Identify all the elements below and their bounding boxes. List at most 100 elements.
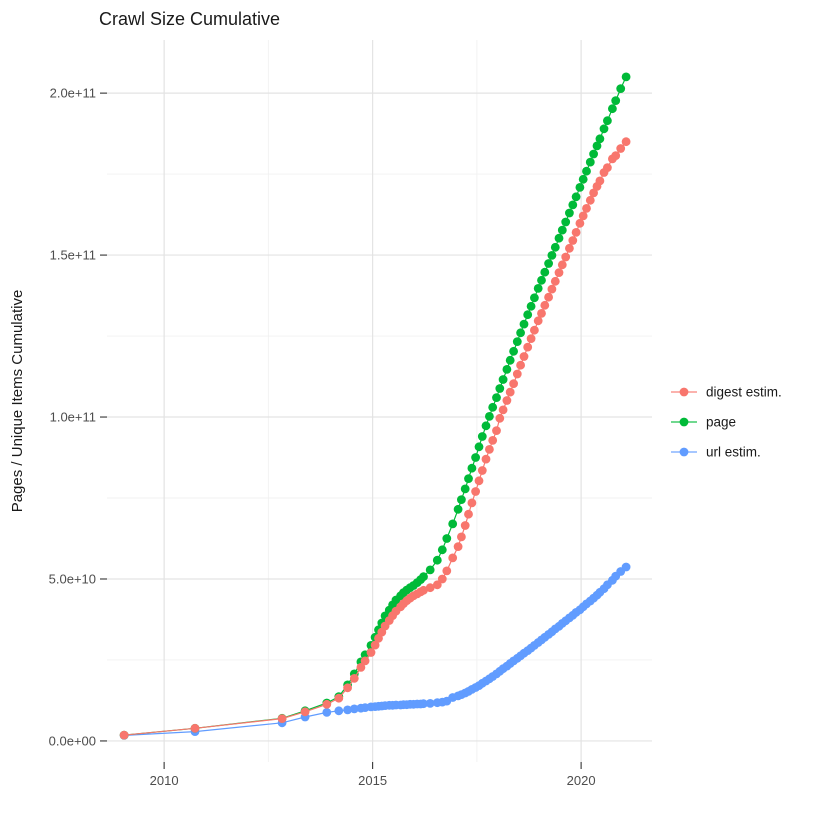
y-axis-title: Pages / Unique Items Cumulative: [9, 290, 26, 513]
data-point: [419, 572, 428, 582]
data-point: [516, 360, 525, 370]
data-point: [488, 436, 498, 445]
data-point: [460, 521, 470, 530]
data-point: [442, 566, 452, 576]
data-point: [425, 565, 435, 575]
data-point: [119, 730, 129, 740]
data-point: [334, 706, 344, 716]
data-point: [561, 217, 571, 227]
data-point: [502, 396, 512, 405]
data-point: [589, 188, 598, 198]
data-point: [322, 708, 332, 717]
data-point: [509, 379, 518, 389]
data-point: [557, 225, 567, 235]
data-point: [448, 519, 458, 529]
data-point: [592, 141, 602, 151]
data-point: [533, 284, 543, 293]
series-digest-estim: [119, 137, 631, 740]
y-tick-label: 5.0e+10: [49, 571, 96, 586]
y-tick-label: 1.5e+11: [50, 248, 96, 263]
data-point: [523, 310, 533, 320]
data-point: [322, 699, 332, 709]
data-point: [571, 192, 581, 202]
data-point: [442, 534, 452, 543]
data-point: [540, 267, 550, 277]
data-point: [616, 84, 626, 93]
data-point: [578, 211, 588, 221]
data-point: [621, 137, 631, 147]
data-point: [481, 421, 491, 431]
series-layer: [119, 72, 631, 740]
data-point: [492, 426, 501, 435]
data-point: [419, 699, 428, 709]
data-point: [547, 284, 557, 294]
data-point: [457, 495, 466, 504]
legend-key-dot: [679, 417, 689, 427]
data-point: [277, 714, 287, 723]
data-point: [585, 157, 595, 167]
legend-label: url estim.: [706, 445, 761, 460]
data-point: [585, 195, 595, 205]
data-point: [474, 442, 484, 452]
data-point: [582, 166, 591, 176]
data-point: [464, 509, 473, 519]
data-point: [575, 183, 585, 192]
series-url-estim: [119, 562, 631, 740]
data-point: [603, 116, 612, 126]
data-point: [599, 124, 609, 134]
y-tick-label: 2.0e+11: [50, 86, 96, 101]
data-point: [477, 432, 487, 441]
data-point: [519, 352, 529, 361]
data-point: [349, 674, 359, 683]
data-point: [471, 453, 480, 462]
data-point: [432, 580, 442, 590]
data-point: [578, 174, 588, 184]
data-point: [561, 252, 571, 262]
data-point: [492, 393, 501, 402]
data-point: [432, 555, 442, 565]
grid-layer: [107, 40, 652, 762]
data-point: [481, 454, 491, 464]
data-point: [557, 260, 567, 270]
data-point: [425, 699, 435, 708]
data-point: [540, 300, 550, 310]
data-point: [582, 204, 591, 213]
data-point: [537, 275, 546, 285]
data-point: [537, 309, 546, 318]
data-point: [516, 328, 525, 338]
data-point: [488, 402, 498, 412]
data-point: [457, 532, 466, 542]
data-point: [190, 723, 200, 733]
data-point: [467, 463, 477, 473]
data-point: [343, 705, 352, 715]
data-point: [544, 292, 553, 302]
data-point: [505, 355, 515, 365]
data-point: [565, 243, 574, 253]
data-point: [437, 574, 447, 584]
data-point: [437, 545, 447, 555]
data-point: [495, 413, 505, 423]
data-point: [460, 484, 470, 494]
data-point: [512, 337, 522, 346]
data-point: [448, 553, 458, 563]
data-point: [550, 242, 560, 252]
data-point: [611, 151, 621, 161]
legend-item: page: [671, 415, 736, 430]
legend-key-dot: [679, 447, 689, 457]
data-point: [485, 412, 494, 421]
data-point: [571, 228, 581, 237]
data-point: [608, 104, 617, 114]
data-point: [526, 334, 536, 343]
data-point: [595, 176, 605, 186]
data-point: [370, 640, 380, 650]
series-page: [119, 72, 631, 740]
data-point: [621, 72, 631, 82]
data-point: [419, 585, 428, 595]
data-point: [611, 96, 621, 105]
data-point: [544, 259, 553, 268]
data-point: [530, 325, 539, 335]
data-point: [471, 487, 480, 496]
data-point: [547, 251, 557, 260]
legend-item: url estim.: [671, 445, 761, 460]
chart-title: Crawl Size Cumulative: [99, 9, 280, 29]
